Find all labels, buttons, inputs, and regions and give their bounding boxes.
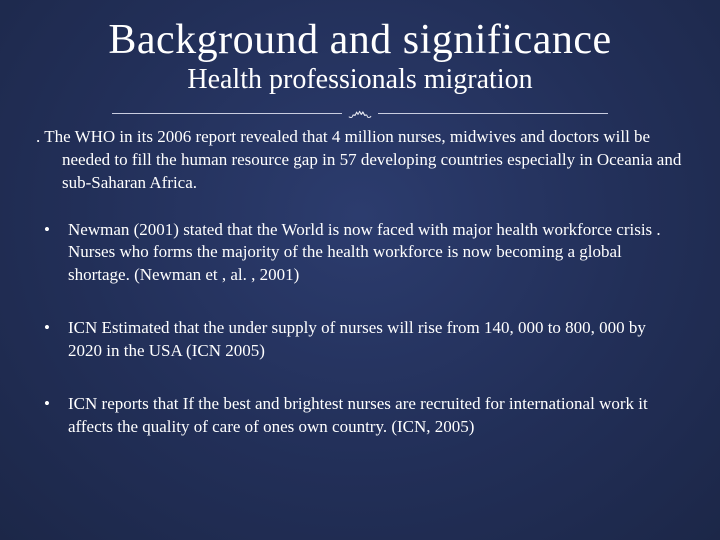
lead-paragraph: . The WHO in its 2006 report revealed th… bbox=[36, 126, 684, 195]
list-item: ICN Estimated that the under supply of n… bbox=[38, 317, 682, 363]
slide-title: Background and significance bbox=[32, 18, 688, 62]
list-item: Newman (2001) stated that the World is n… bbox=[38, 219, 682, 288]
flourish-icon: ෴ bbox=[342, 104, 379, 120]
title-divider: ෴ bbox=[32, 106, 688, 122]
divider-line-right bbox=[378, 113, 608, 114]
bullet-list: Newman (2001) stated that the World is n… bbox=[38, 219, 682, 440]
list-item: ICN reports that If the best and brighte… bbox=[38, 393, 682, 439]
slide-subtitle: Health professionals migration bbox=[32, 64, 688, 96]
divider-line-left bbox=[112, 113, 342, 114]
